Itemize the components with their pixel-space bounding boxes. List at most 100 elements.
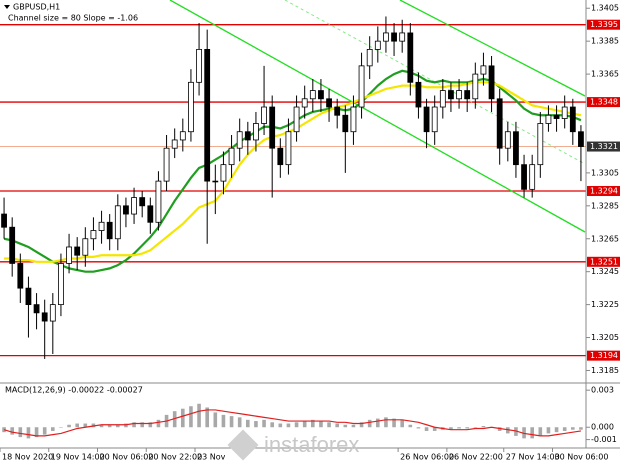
macd-bar (351, 424, 356, 428)
candle-body (529, 164, 536, 190)
macd-bar (213, 412, 218, 428)
macd-bar (18, 427, 23, 438)
candle-body (123, 205, 129, 215)
candle-body (212, 180, 219, 183)
macd-bar (156, 419, 161, 428)
y-tick-label: 1.3185 (591, 366, 619, 375)
candle-body (33, 304, 40, 314)
macd-y-tick-label: 0.003 (591, 386, 614, 395)
candle-body (74, 246, 81, 256)
candle-body (504, 131, 511, 149)
level-label-box (587, 19, 620, 30)
macd-bar (327, 422, 331, 428)
y-tick-label: 1.3285 (591, 201, 619, 210)
macd-bar (229, 416, 234, 428)
macd-bar (408, 424, 413, 428)
candle-body (553, 114, 560, 119)
x-tick-label: 20 Nov 06:00 (100, 453, 154, 462)
candle-body (17, 263, 24, 289)
candle-body (391, 32, 397, 42)
macd-bar (562, 427, 567, 431)
candle-body (171, 139, 178, 149)
level-label: 1.3294 (590, 187, 618, 196)
x-tick-label: 27 Nov 14:00 (506, 453, 560, 462)
y-tick-label: 1.3305 (591, 168, 619, 177)
watermark: instaforex (227, 429, 359, 461)
macd-bar (99, 424, 104, 428)
x-tick-label: 26 Nov 22:00 (449, 453, 503, 462)
candle-body (448, 90, 454, 100)
macd-bar (376, 418, 380, 428)
candle-body (147, 205, 154, 223)
macd-bar (579, 427, 583, 430)
candle-body (9, 226, 16, 264)
candle-body (293, 106, 300, 133)
level-label-box (587, 256, 620, 267)
y-tick-label: 1.3245 (591, 267, 619, 276)
x-tick-label: 23 Nov (197, 453, 226, 462)
candle-body (439, 90, 446, 108)
macd-bar (221, 414, 226, 428)
y-tick-label: 1.3225 (591, 300, 619, 309)
level-label: 1.3348 (590, 98, 618, 107)
x-tick-label: 26 Nov 06:00 (400, 453, 454, 462)
y-tick-label: 1.3265 (591, 234, 619, 243)
candle-body (561, 106, 568, 119)
candle-body (25, 287, 32, 306)
macd-bar (205, 407, 209, 428)
macd-bar (392, 418, 396, 428)
candle-body (82, 238, 89, 256)
candle-body (456, 90, 462, 100)
watermark-logo (227, 429, 259, 461)
macd-bar (270, 422, 274, 428)
macd-bar (197, 403, 201, 428)
candle-body (204, 48, 211, 182)
macd-bar (189, 406, 193, 428)
channel-lower (169, 0, 586, 233)
macd-bar (10, 427, 14, 435)
levels (0, 24, 586, 357)
candle-body (350, 106, 357, 133)
macd-bar (416, 427, 421, 429)
candle-body (415, 81, 422, 108)
y-tick-label: 1.3385 (591, 37, 619, 46)
macd-y-tick-label: -0.001 (591, 435, 617, 444)
macd-bar (449, 427, 453, 430)
macd-bar (237, 417, 242, 428)
candles (1, 16, 584, 359)
moving-averages (3, 69, 582, 273)
macd-bar (262, 419, 266, 428)
macd-bar (148, 422, 153, 428)
level-label-box (587, 186, 620, 196)
macd-bar (530, 427, 534, 439)
candle-body (228, 147, 235, 166)
candle-body (423, 106, 430, 133)
level-label: 1.3251 (590, 257, 618, 266)
candle-body (496, 98, 503, 149)
candle-body (431, 106, 438, 133)
macd-bar (140, 422, 144, 428)
macd-y-tick-label: 0.000 (591, 423, 614, 432)
price-label: 1.3321 (590, 142, 618, 151)
macd-bar (246, 419, 250, 428)
candle-body (106, 221, 113, 240)
candle-body (513, 131, 519, 166)
candle-body (163, 147, 170, 182)
candle-body (358, 65, 365, 108)
candle-body (90, 230, 97, 240)
macd-bar (571, 427, 575, 430)
candle-body (545, 114, 552, 124)
candle-body (277, 147, 284, 166)
macd-pane (2, 403, 583, 439)
candle-body (188, 81, 194, 133)
macd-bar (59, 427, 63, 428)
level-label-box (587, 350, 620, 361)
candle-body (98, 221, 105, 231)
y-tick-label: 1.3365 (591, 70, 619, 79)
macd-bar (481, 426, 486, 428)
candle-body (464, 90, 471, 100)
macd-bar (34, 427, 39, 438)
macd-bar (384, 417, 388, 428)
macd-bar (75, 423, 79, 428)
